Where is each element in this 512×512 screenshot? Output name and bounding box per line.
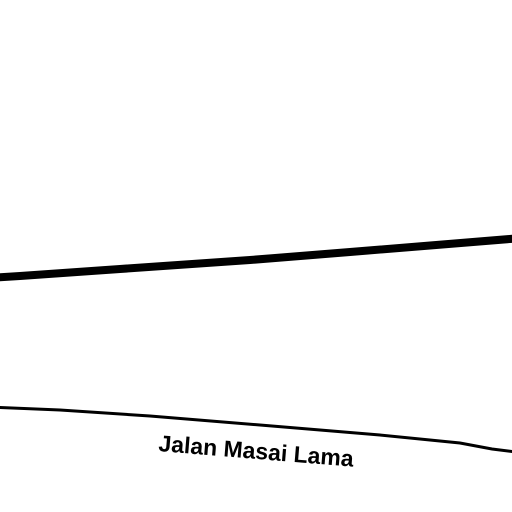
major-road (0, 234, 512, 282)
jalan-masai-lama-road (0, 406, 512, 454)
